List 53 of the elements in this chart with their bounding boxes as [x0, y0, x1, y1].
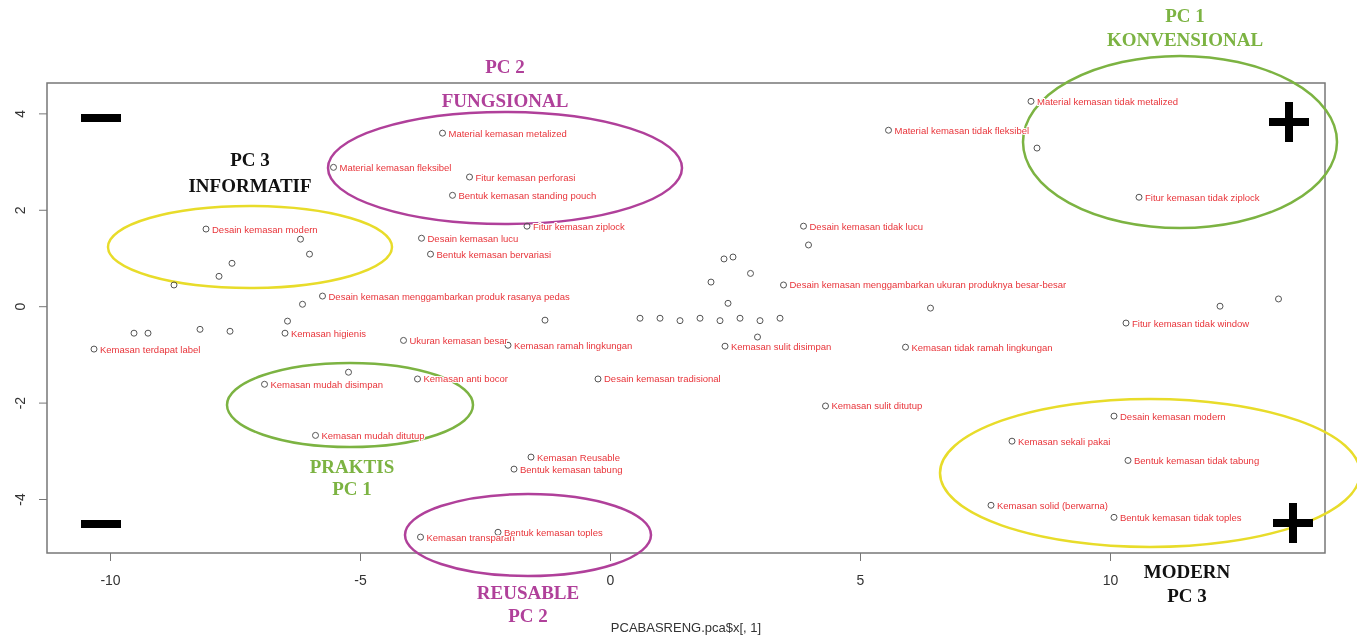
x-tick-label: 5 — [856, 571, 865, 588]
text: PC 2 — [508, 605, 548, 626]
data-label: Desain kemasan menggambarkan ukuran produknya besar-besar — [789, 279, 1067, 291]
data-label: Kemasan sulit disimpan — [731, 340, 832, 352]
data-label: Fitur kemasan tidak ziplock — [1145, 191, 1260, 203]
data-label: Bentuk kemasan tidak tabung — [1134, 454, 1260, 466]
annotation: FUNGSIONAL — [441, 90, 569, 111]
data-label: Kemasan mudah ditutup — [321, 429, 425, 441]
data-label: Kemasan sekali pakai — [1018, 435, 1111, 447]
data-label: Desain kemasan modern — [1120, 410, 1226, 422]
data-label: Bentuk kemasan standing pouch — [458, 189, 597, 201]
y-tick-label: -2 — [12, 396, 28, 410]
x-tick-label: 10 — [1102, 571, 1119, 588]
y-tick-label: 0 — [12, 302, 28, 311]
x-tick-label: 0 — [606, 571, 615, 588]
y-tick-label: 2 — [12, 206, 28, 215]
annotation: PC 3 — [230, 149, 270, 170]
x-axis-title: PCABASRENG.pca$x[, 1] — [610, 620, 762, 635]
text: PC 1 — [1165, 5, 1205, 26]
data-label: Material kemasan metalized — [448, 127, 567, 139]
data-label: Kemasan Reusable — [537, 451, 620, 463]
data-label: Material kemasan fleksibel — [339, 161, 452, 173]
data-label: Bentuk kemasan bervariasi — [436, 248, 552, 260]
text: KONVENSIONAL — [1106, 29, 1264, 50]
data-label: Bentuk kemasan tabung — [520, 463, 623, 475]
data-label: Desain kemasan tidak lucu — [809, 220, 924, 232]
data-label: Kemasan tidak ramah lingkungan — [911, 341, 1053, 353]
x-tick-label: -10 — [100, 571, 121, 588]
text: PC 2 — [485, 56, 525, 77]
annotation: PRAKTIS — [309, 456, 395, 477]
data-label: Desain kemasan lucu — [427, 232, 519, 244]
data-label: Desain kemasan modern — [212, 223, 318, 235]
x-tick-label: -5 — [354, 571, 367, 588]
data-label: Kemasan sulit ditutup — [831, 400, 923, 412]
data-label: Kemasan solid (berwarna) — [997, 499, 1108, 511]
data-label: Desain kemasan tradisional — [604, 373, 721, 385]
data-label: Fitur kemasan perforasi — [475, 171, 576, 183]
y-tick-label: 4 — [12, 109, 28, 118]
text: REUSABLE — [476, 582, 580, 603]
data-label: Fitur kemasan ziplock — [533, 220, 626, 232]
data-label: Kemasan mudah disimpan — [270, 378, 383, 390]
annotation: INFORMATIF — [188, 175, 312, 196]
annotation: PC 1 — [332, 478, 372, 499]
data-label: Desain kemasan menggambarkan produk rasanya pedas — [328, 290, 571, 302]
text: PC 3 — [1167, 585, 1207, 606]
data-label: Fitur kemasan tidak window — [1132, 317, 1250, 329]
data-label: Kemasan ramah lingkungan — [514, 339, 633, 351]
data-label: Kemasan terdapat label — [100, 343, 201, 355]
y-tick-label: -4 — [12, 493, 28, 506]
data-label: Ukuran kemasan besar — [409, 334, 508, 346]
data-label: Bentuk kemasan tidak toples — [1120, 511, 1242, 523]
text: MODERN — [1143, 561, 1231, 582]
data-label: Kemasan higienis — [291, 327, 367, 339]
